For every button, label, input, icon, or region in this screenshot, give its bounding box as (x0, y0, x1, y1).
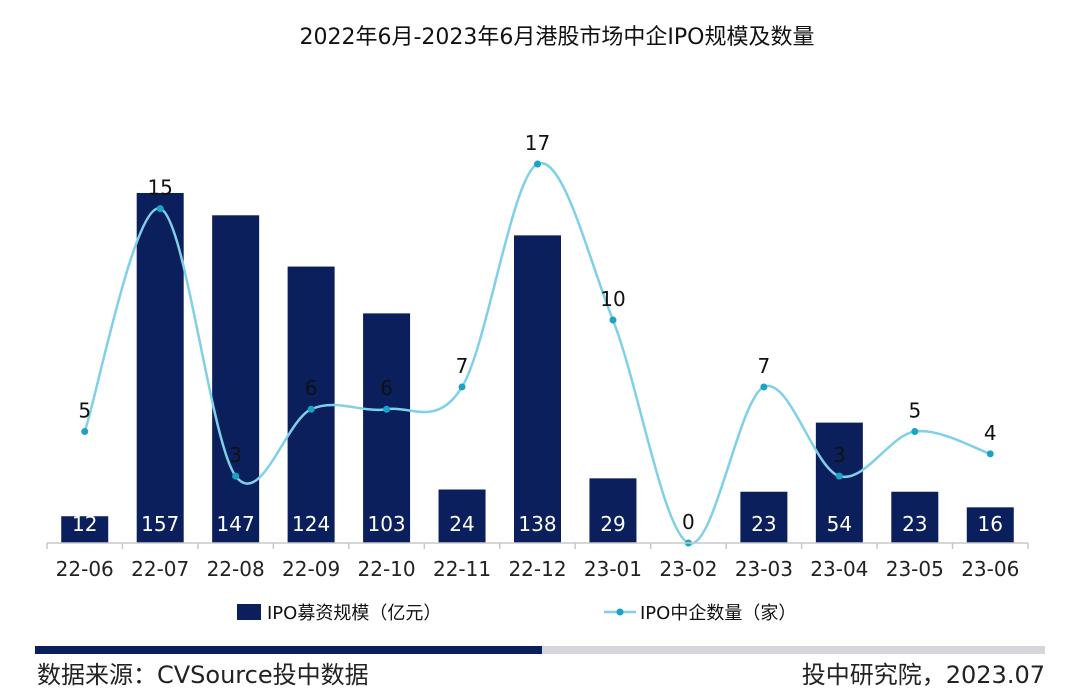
bar-value-label: 157 (141, 512, 179, 536)
bar-value-label: 24 (449, 512, 474, 536)
x-tick-label: 22-11 (433, 557, 491, 581)
bar-value-label: 147 (217, 512, 255, 536)
x-tick-label: 22-07 (131, 557, 189, 581)
bar-23-01 (589, 478, 637, 543)
footer-rule-light (542, 646, 1045, 654)
x-tick-label: 22-09 (282, 557, 340, 581)
line-value-label: 7 (758, 354, 771, 378)
bar-22-06 (61, 516, 109, 543)
x-tick-label: 22-12 (508, 557, 566, 581)
line-point (383, 405, 391, 413)
x-tick-label: 22-10 (358, 557, 416, 581)
line-point (307, 405, 315, 413)
x-tick-label: 22-06 (56, 557, 114, 581)
line-value-label: 15 (147, 176, 172, 200)
line-point (81, 428, 89, 436)
line-point (986, 450, 994, 458)
line-value-label: 7 (456, 354, 469, 378)
line-value-label: 0 (682, 510, 695, 534)
bar-value-label: 54 (827, 512, 852, 536)
x-tick-label: 23-01 (584, 557, 642, 581)
credit-note: 投中研究院，2023.07 (802, 661, 1045, 689)
bar-22-07 (136, 193, 184, 543)
x-tick-label: 22-08 (207, 557, 265, 581)
line-point (835, 472, 843, 480)
line-value-label: 5 (78, 399, 91, 423)
line-point (232, 472, 240, 480)
line-value-label: 5 (908, 399, 921, 423)
x-tick-marks (46, 543, 1029, 549)
chart-title: 2022年6月-2023年6月港股市场中企IPO规模及数量 (300, 25, 815, 50)
bar-series (61, 193, 1014, 543)
bar-value-label: 124 (292, 512, 330, 536)
bar-22-08 (212, 215, 260, 543)
bar-value-label: 138 (518, 512, 556, 536)
source-note: 数据来源：CVSource投中数据 (37, 661, 369, 689)
line-point (534, 160, 541, 168)
line-point (760, 383, 768, 391)
x-tick-labels: 22-06 22-07 22-08 22-09 22-10 22-11 22-12 23-01… (56, 557, 1020, 581)
line-point (911, 428, 919, 436)
line-value-label: 3 (229, 443, 242, 467)
count-line (83, 162, 991, 545)
line-value-label: 6 (380, 376, 393, 400)
legend-bar-swatch (237, 604, 261, 620)
legend-line-label: IPO中企数量（家） (640, 603, 796, 624)
footer-rule-dark (35, 646, 542, 654)
bar-value-label: 23 (902, 512, 927, 536)
x-tick-label: 23-04 (810, 557, 868, 581)
bar-value-label: 103 (367, 512, 405, 536)
line-value-label: 4 (984, 421, 997, 445)
bar-value-label: 23 (751, 512, 776, 536)
x-tick-label: 23-05 (886, 557, 944, 581)
bar-value-label: 16 (978, 512, 1003, 536)
bar-22-12 (514, 235, 561, 543)
legend: IPO募资规模（亿元） IPO中企数量（家） (237, 603, 796, 624)
line-value-label: 17 (525, 131, 550, 155)
legend-line-marker (616, 608, 624, 616)
line-value-label: 6 (305, 376, 318, 400)
x-tick-label: 23-06 (961, 557, 1019, 581)
line-point (458, 383, 466, 391)
bar-labels: 12 157 147 124 103 24 138 29 23 54 23 16 (72, 512, 1003, 536)
x-tick-label: 23-03 (735, 557, 793, 581)
bar-22-10 (363, 313, 411, 543)
line-value-label: 3 (833, 443, 846, 467)
line-point (609, 316, 617, 324)
bar-value-label: 29 (600, 512, 625, 536)
line-value-label: 10 (600, 287, 625, 311)
bar-23-03 (740, 491, 788, 543)
bar-23-06 (966, 507, 1014, 543)
bar-23-05 (891, 491, 939, 543)
x-tick-label: 23-02 (659, 557, 717, 581)
bar-22-11 (438, 489, 486, 543)
line-point (156, 205, 164, 213)
legend-bar-label: IPO募资规模（亿元） (267, 603, 441, 624)
bar-23-04 (815, 422, 863, 543)
bar-value-label: 12 (72, 512, 97, 536)
